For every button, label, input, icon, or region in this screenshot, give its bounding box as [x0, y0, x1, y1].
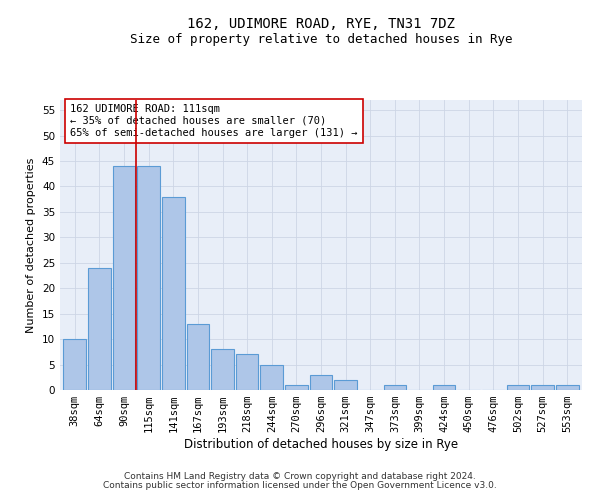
- Bar: [113, 166, 136, 390]
- Bar: [88, 268, 111, 390]
- Text: 162, UDIMORE ROAD, RYE, TN31 7DZ: 162, UDIMORE ROAD, RYE, TN31 7DZ: [187, 18, 455, 32]
- Text: Contains public sector information licensed under the Open Government Licence v3: Contains public sector information licen…: [103, 481, 497, 490]
- Bar: [236, 354, 259, 390]
- Y-axis label: Number of detached properties: Number of detached properties: [26, 158, 37, 332]
- Bar: [310, 374, 332, 390]
- Bar: [433, 385, 455, 390]
- Bar: [260, 364, 283, 390]
- Bar: [162, 196, 185, 390]
- Bar: [285, 385, 308, 390]
- Bar: [187, 324, 209, 390]
- Text: Contains HM Land Registry data © Crown copyright and database right 2024.: Contains HM Land Registry data © Crown c…: [124, 472, 476, 481]
- X-axis label: Distribution of detached houses by size in Rye: Distribution of detached houses by size …: [184, 438, 458, 451]
- Bar: [383, 385, 406, 390]
- Bar: [211, 350, 234, 390]
- Bar: [137, 166, 160, 390]
- Bar: [556, 385, 578, 390]
- Bar: [334, 380, 357, 390]
- Bar: [531, 385, 554, 390]
- Text: Size of property relative to detached houses in Rye: Size of property relative to detached ho…: [130, 32, 512, 46]
- Bar: [64, 339, 86, 390]
- Bar: [506, 385, 529, 390]
- Text: 162 UDIMORE ROAD: 111sqm
← 35% of detached houses are smaller (70)
65% of semi-d: 162 UDIMORE ROAD: 111sqm ← 35% of detach…: [70, 104, 358, 138]
